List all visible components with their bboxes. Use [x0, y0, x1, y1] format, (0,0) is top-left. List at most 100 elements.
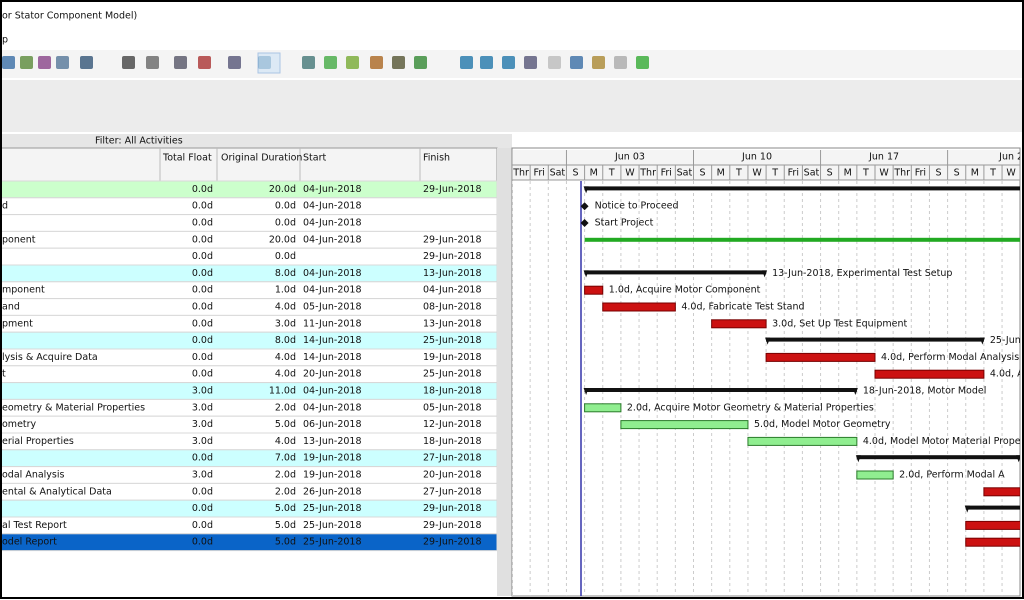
- critical-bar[interactable]: [602, 302, 676, 312]
- day-label: S: [573, 168, 579, 179]
- activity-bar[interactable]: [747, 436, 858, 446]
- splitter[interactable]: [497, 148, 512, 596]
- total-float: 0.0d: [192, 318, 213, 329]
- week-label: Jun 03: [614, 152, 645, 163]
- start-date: 19-Jun-2018: [303, 453, 362, 464]
- activity-name: erial Properties: [2, 436, 74, 447]
- column-header[interactable]: Original Duration: [221, 153, 302, 164]
- start-date: 04-Jun-2018: [303, 285, 362, 296]
- toolbar-button[interactable]: [324, 56, 337, 69]
- toolbar-button[interactable]: [614, 56, 627, 69]
- title-bar: [0, 0, 1024, 32]
- toolbar-button[interactable]: [146, 56, 159, 69]
- original-duration: 0.0d: [275, 218, 296, 229]
- filter-label: Filter: All Activities: [95, 136, 183, 147]
- summary-end: [762, 270, 768, 278]
- column-header[interactable]: Total Float: [162, 153, 212, 164]
- activity-name: eometry & Material Properties: [2, 402, 145, 413]
- finish-date: 27-Jun-2018: [423, 486, 482, 497]
- original-duration: 8.0d: [275, 335, 296, 346]
- toolbar-button[interactable]: [80, 56, 93, 69]
- toolbar-button[interactable]: [198, 56, 211, 69]
- toolbar-button[interactable]: [20, 56, 33, 69]
- day-label: S: [827, 168, 833, 179]
- bar-label: 2.0d, Perform Modal A: [899, 470, 1005, 481]
- column-header[interactable]: Finish: [423, 153, 450, 164]
- toolbar-button[interactable]: [56, 56, 69, 69]
- toolbar-button[interactable]: [392, 56, 405, 69]
- summary-end: [979, 337, 985, 345]
- table-row[interactable]: [0, 214, 498, 232]
- critical-bar[interactable]: [983, 487, 1020, 497]
- toolbar-icons: [2, 52, 649, 74]
- summary-bar: [856, 455, 1020, 460]
- bar-label: 18-Jun-2018, Motor Model: [863, 386, 987, 397]
- toolbar-button[interactable]: [38, 56, 51, 69]
- critical-bar[interactable]: [584, 285, 604, 295]
- original-duration: 5.0d: [275, 419, 296, 430]
- start-date: 11-Jun-2018: [303, 318, 362, 329]
- toolbar-button[interactable]: [592, 56, 605, 69]
- toolbar-button[interactable]: [524, 56, 537, 69]
- total-float: 3.0d: [192, 402, 213, 413]
- toolbar-button[interactable]: [636, 56, 649, 69]
- day-label: Sat: [677, 168, 693, 179]
- toolbar-button[interactable]: [174, 56, 187, 69]
- total-float: 0.0d: [192, 218, 213, 229]
- toolbar-button[interactable]: [346, 56, 359, 69]
- toolbar-button[interactable]: [570, 56, 583, 69]
- bar-label: 25-Jun-2: [990, 335, 1024, 346]
- activity-bar[interactable]: [856, 470, 894, 480]
- day-label: Fri: [915, 168, 926, 179]
- total-float: 0.0d: [192, 251, 213, 262]
- toolbar-button[interactable]: [502, 56, 515, 69]
- toolbar-button[interactable]: [480, 56, 493, 69]
- summary-bar: [965, 505, 1020, 510]
- start-date: 14-Jun-2018: [303, 352, 362, 363]
- toolbar-button[interactable]: [548, 56, 561, 69]
- critical-bar[interactable]: [765, 352, 876, 362]
- finish-date: 29-Jun-2018: [423, 537, 482, 548]
- critical-bar[interactable]: [965, 537, 1024, 547]
- start-date: 04-Jun-2018: [303, 268, 362, 279]
- total-float: 0.0d: [192, 369, 213, 380]
- original-duration: 2.0d: [275, 470, 296, 481]
- finish-date: 12-Jun-2018: [423, 419, 482, 430]
- original-duration: 4.0d: [275, 352, 296, 363]
- toolbar-button[interactable]: [460, 56, 473, 69]
- start-date: 04-Jun-2018: [303, 201, 362, 212]
- finish-date: 25-Jun-2018: [423, 335, 482, 346]
- summary-end: [583, 388, 589, 395]
- critical-bar[interactable]: [965, 520, 1024, 530]
- activity-bar[interactable]: [620, 420, 749, 430]
- toolbar-button[interactable]: [122, 56, 135, 69]
- column-header[interactable]: Start: [303, 153, 326, 164]
- toolbar-button[interactable]: [414, 56, 427, 69]
- toolbar-button[interactable]: [370, 56, 383, 69]
- activity-bar[interactable]: [584, 403, 622, 413]
- ribbon-area: [0, 80, 1024, 132]
- toolbar-button[interactable]: [302, 56, 315, 69]
- start-date: 04-Jun-2018: [303, 184, 362, 195]
- toolbar-button-active[interactable]: [257, 52, 281, 74]
- total-float: 3.0d: [192, 419, 213, 430]
- day-label: M: [844, 168, 852, 179]
- toolbar-button[interactable]: [2, 56, 15, 69]
- critical-bar[interactable]: [711, 319, 767, 329]
- original-duration: 20.0d: [269, 234, 296, 245]
- summary-bar: [584, 270, 767, 275]
- summary-end: [583, 270, 589, 278]
- toolbar-button[interactable]: [228, 56, 241, 69]
- finish-date: 04-Jun-2018: [423, 285, 482, 296]
- total-float: 0.0d: [192, 352, 213, 363]
- finish-date: 05-Jun-2018: [423, 402, 482, 413]
- critical-bar[interactable]: [874, 369, 985, 379]
- activity-name: lysis & Acquire Data: [2, 352, 98, 363]
- day-label: M: [717, 168, 725, 179]
- table-row[interactable]: [0, 197, 498, 216]
- menu-item[interactable]: p: [2, 35, 8, 46]
- bar-label: Notice to Proceed: [595, 201, 679, 212]
- start-date: 25-Jun-2018: [303, 520, 362, 531]
